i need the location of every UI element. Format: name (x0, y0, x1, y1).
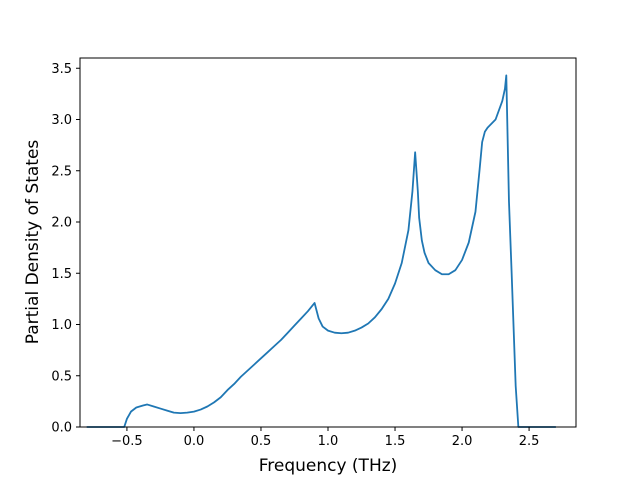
x-tick-label: −0.5 (111, 434, 143, 449)
x-tick-label: 1.5 (385, 434, 406, 449)
x-axis-title: Frequency (THz) (259, 456, 398, 476)
x-tick-label: 2.0 (452, 434, 473, 449)
x-tick-label: 0.0 (184, 434, 205, 449)
x-tick-label: 0.5 (251, 434, 272, 449)
x-tick-label: 1.0 (318, 434, 339, 449)
y-tick-label: 1.0 (51, 318, 72, 333)
y-tick-label: 2.0 (51, 216, 72, 231)
plot-area (80, 58, 576, 427)
y-axis-title: Partial Density of States (23, 140, 43, 345)
y-tick-label: 0.0 (51, 421, 72, 436)
y-tick-label: 3.0 (51, 113, 72, 128)
y-tick-label: 0.5 (51, 369, 72, 384)
x-tick-label: 2.5 (519, 434, 540, 449)
y-tick-label: 1.5 (51, 267, 72, 282)
y-tick-label: 3.5 (51, 62, 72, 77)
y-tick-label: 2.5 (51, 164, 72, 179)
plot-frame (79, 57, 577, 428)
pdos-line (86, 74, 556, 428)
